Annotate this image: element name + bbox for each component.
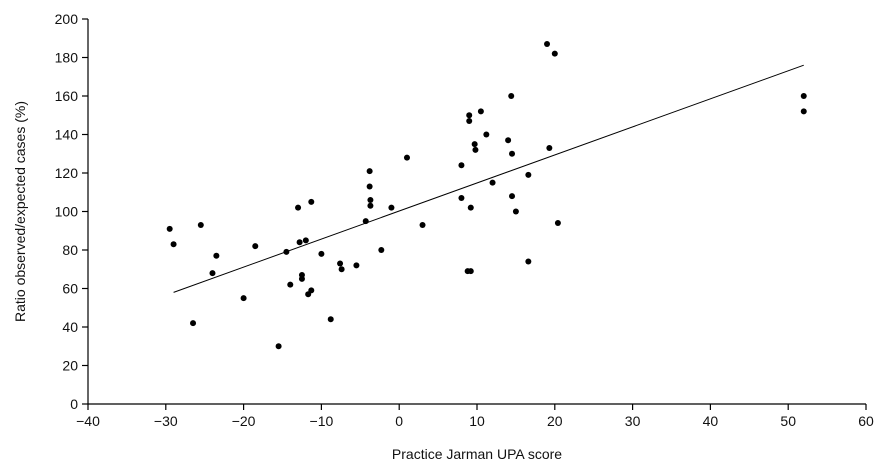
data-point xyxy=(419,221,426,228)
data-point xyxy=(489,179,496,186)
data-point xyxy=(458,195,465,202)
data-point xyxy=(546,144,553,151)
x-tick-label: 50 xyxy=(780,413,796,429)
x-axis-title: Practice Jarman UPA score xyxy=(392,446,562,462)
x-tick-label: 20 xyxy=(547,413,563,429)
data-point xyxy=(525,171,532,178)
data-point xyxy=(525,258,532,265)
y-tick-label: 60 xyxy=(62,281,78,297)
y-tick-label: 40 xyxy=(62,319,78,335)
data-point xyxy=(327,316,334,323)
data-point xyxy=(166,225,173,232)
y-tick-label: 200 xyxy=(55,11,79,27)
y-tick-label: 160 xyxy=(55,88,79,104)
data-point xyxy=(275,343,282,350)
data-point xyxy=(467,268,474,275)
data-point xyxy=(302,237,309,244)
data-point xyxy=(367,202,374,209)
data-point xyxy=(800,108,807,115)
data-point xyxy=(296,239,303,246)
data-point xyxy=(466,118,473,125)
y-axis-title: Ratio observed/expected cases (%) xyxy=(12,101,28,322)
x-tick-label: 30 xyxy=(625,413,641,429)
y-tick-label: 180 xyxy=(55,50,79,66)
data-point xyxy=(544,41,551,48)
data-point xyxy=(353,262,360,269)
data-point xyxy=(367,196,374,203)
data-point xyxy=(366,168,373,175)
data-point xyxy=(240,295,247,302)
data-point xyxy=(362,218,369,225)
x-tick-label: 10 xyxy=(469,413,485,429)
data-point xyxy=(308,198,315,205)
y-tick-label: 140 xyxy=(55,127,79,143)
y-axis: 0 20 40 60 80 100 120 140 160 180 200 xyxy=(55,11,89,412)
data-point xyxy=(508,93,515,99)
data-point xyxy=(337,260,344,267)
x-tick-label: 40 xyxy=(703,413,719,429)
data-point xyxy=(170,241,177,248)
data-point xyxy=(338,266,345,273)
y-tick-label: 20 xyxy=(62,358,78,374)
x-tick-label: 0 xyxy=(395,413,403,429)
data-point xyxy=(197,221,204,228)
points-layer xyxy=(166,41,807,350)
y-tick-label: 0 xyxy=(70,396,78,412)
data-point xyxy=(505,137,512,144)
y-tick-label: 80 xyxy=(62,242,78,258)
data-point xyxy=(283,248,290,255)
data-point xyxy=(471,141,478,148)
y-tick-label: 120 xyxy=(55,165,79,181)
data-point xyxy=(209,270,216,277)
data-point xyxy=(308,287,315,294)
x-tick-label: −40 xyxy=(76,413,100,429)
data-point xyxy=(213,252,220,259)
x-tick-label: −30 xyxy=(154,413,178,429)
y-tick-label: 100 xyxy=(55,204,79,220)
data-point xyxy=(551,50,558,57)
regression-line xyxy=(173,64,804,293)
data-point xyxy=(388,204,395,211)
data-point xyxy=(466,112,473,119)
data-point xyxy=(509,193,516,200)
data-point xyxy=(512,208,519,215)
data-point xyxy=(252,243,259,250)
data-point xyxy=(458,162,465,169)
x-tick-label: −20 xyxy=(232,413,256,429)
data-point xyxy=(403,154,410,161)
data-point xyxy=(298,275,305,282)
data-point xyxy=(366,183,373,190)
data-point xyxy=(287,281,294,288)
x-tick-label: 60 xyxy=(858,413,874,429)
data-point xyxy=(554,220,561,227)
trend-layer xyxy=(173,64,804,293)
data-point xyxy=(477,108,484,115)
data-point xyxy=(295,204,302,211)
data-point xyxy=(509,150,516,157)
data-point xyxy=(318,250,325,257)
data-point xyxy=(800,93,807,99)
x-axis: −40 −30 −20 −10 0 10 20 30 40 50 60 xyxy=(76,403,874,429)
data-point xyxy=(467,204,474,211)
data-point xyxy=(378,247,385,253)
data-point xyxy=(190,320,197,327)
x-tick-label: −10 xyxy=(310,413,334,429)
data-point xyxy=(483,131,490,138)
data-point xyxy=(472,146,479,153)
